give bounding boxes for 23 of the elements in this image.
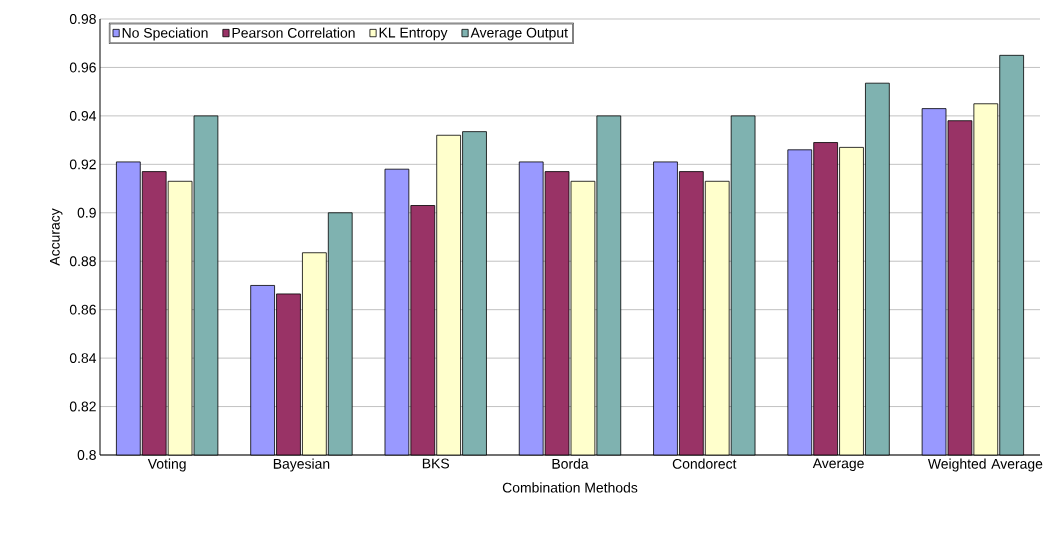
x-axis-title: Combination Methods	[502, 482, 638, 493]
x-tick-label: Condorect	[672, 458, 737, 469]
x-tick-label: Average	[812, 458, 864, 472]
legend-label: KL Entropy	[379, 27, 448, 41]
y-tick-label: 0.82	[69, 401, 96, 412]
y-tick-label: 0.96	[69, 62, 96, 73]
y-axis-title: Accuracy	[50, 208, 63, 266]
x-tick-label: Borda	[552, 458, 589, 469]
x-tick-label: BKS	[422, 458, 450, 469]
y-tick-label: 0.94	[69, 110, 97, 121]
legend-label: Pearson Correlation	[232, 27, 355, 38]
y-tick-label: 0.84	[69, 353, 97, 364]
x-tick-label: Weighted Average	[927, 458, 1043, 472]
y-tick-label: 0.92	[69, 159, 96, 170]
y-tick-label: 0.86	[69, 304, 96, 315]
x-tick-label: Bayesian	[273, 458, 330, 472]
y-tick-label: 0.88	[69, 256, 96, 267]
y-tick-label: 0.9	[77, 207, 96, 218]
y-tick-label: 0.98	[69, 14, 96, 24]
legend-label: Average Output	[470, 27, 568, 41]
y-tick-label: 0.8	[77, 450, 96, 460]
legend-label: No Speciation	[122, 27, 208, 41]
x-tick-label: Voting	[147, 458, 186, 472]
